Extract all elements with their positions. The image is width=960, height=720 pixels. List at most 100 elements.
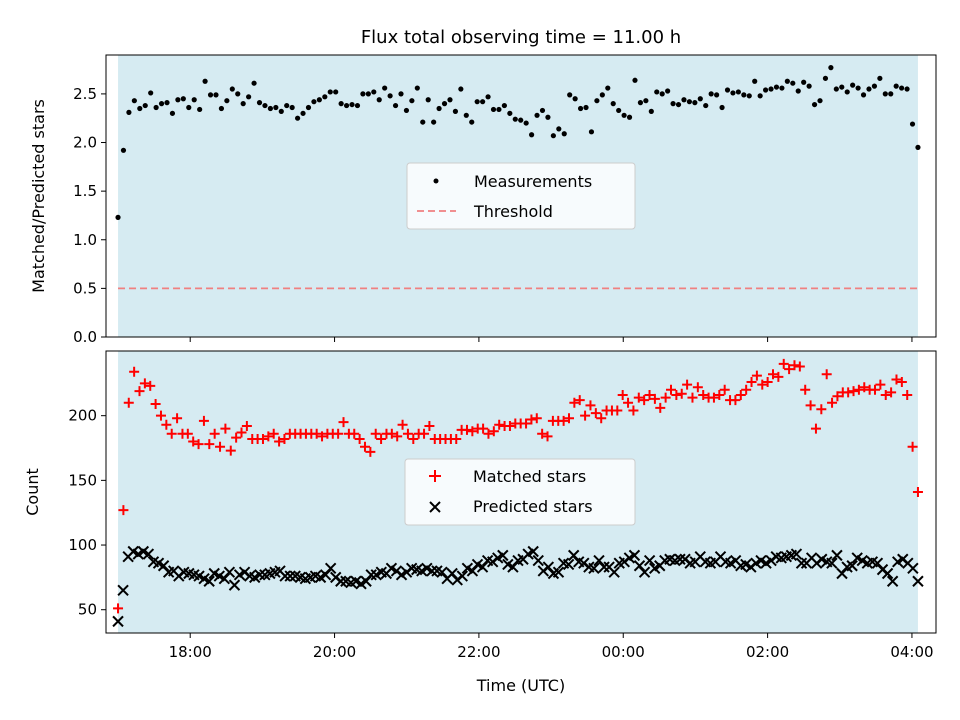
matched-star-point	[166, 428, 177, 439]
matched-star-point	[402, 428, 413, 439]
measurement-point	[675, 101, 682, 108]
predicted-star-point	[335, 575, 347, 587]
top-y-tick-label: 2.5	[73, 85, 97, 103]
top-y-tick-label: 2.0	[73, 134, 97, 152]
measurement-point	[665, 88, 671, 94]
measurement-point	[218, 105, 225, 112]
matched-star-point	[231, 432, 242, 443]
measurement-point	[550, 133, 556, 139]
predicted-star-point	[223, 566, 236, 578]
measurement-point	[724, 87, 731, 93]
top-x-axis	[189, 337, 913, 342]
measurement-point	[588, 129, 595, 135]
top-y-tick-label: 0.0	[73, 328, 97, 346]
measurement-point	[871, 83, 878, 89]
matched-star-point	[279, 433, 290, 444]
measurement-point	[697, 96, 703, 102]
matched-star-point	[397, 419, 408, 430]
predicted-star-point	[254, 569, 266, 581]
bottom-y-axis: 50 100 150 200	[68, 407, 106, 619]
measurement-point	[686, 99, 693, 105]
measurement-point	[545, 114, 551, 120]
matched-star-point	[580, 410, 591, 421]
matched-star-point	[719, 384, 730, 395]
matched-star-point	[794, 361, 805, 372]
measurement-point	[207, 92, 214, 98]
measurement-point	[469, 119, 475, 125]
matched-star-point	[182, 428, 193, 439]
measurement-point	[490, 106, 497, 113]
legend-threshold-label: Threshold	[473, 202, 553, 221]
matched-star-point	[408, 433, 419, 444]
measurement-point	[681, 97, 687, 103]
measurement-point	[246, 94, 252, 100]
matched-star-point	[816, 404, 827, 415]
matched-star-point	[139, 378, 150, 389]
matched-star-point	[338, 417, 349, 428]
measurement-point	[262, 102, 268, 109]
matched-star-point	[359, 441, 370, 452]
measurement-point	[817, 98, 823, 104]
matched-star-point	[483, 428, 494, 439]
measurement-point	[300, 110, 306, 116]
predicted-star-point	[831, 549, 843, 562]
matched-star-point	[225, 445, 236, 456]
measurement-point	[561, 131, 567, 137]
predicted-star-point	[532, 554, 544, 567]
matched-star-point	[263, 431, 274, 442]
legend-matched-label: Matched stars	[473, 467, 586, 486]
predicted-star-point	[142, 548, 155, 560]
measurement-point	[480, 99, 486, 105]
measurement-point	[539, 107, 546, 114]
measurement-point	[659, 91, 665, 97]
matched-star-point	[875, 379, 886, 390]
matched-star-point	[768, 369, 779, 380]
predicted-star-point	[846, 560, 858, 572]
measurement-point	[784, 78, 790, 84]
predicted-star-point	[552, 566, 565, 578]
measurement-point	[828, 65, 834, 71]
measurement-point	[893, 83, 899, 89]
matched-star-point	[451, 433, 462, 444]
matched-star-point	[370, 428, 381, 439]
measurement-point	[719, 104, 725, 111]
matched-star-point	[526, 414, 537, 425]
x-tick-label: 00:00	[602, 643, 645, 661]
top-legend-box	[406, 162, 636, 230]
measurement-point	[904, 86, 910, 92]
predicted-star-point	[426, 565, 438, 577]
matched-star-point	[612, 405, 623, 416]
measurement-point	[354, 102, 361, 109]
measurement-point	[142, 102, 148, 109]
matched-star-point	[150, 399, 161, 410]
measurement-point	[703, 102, 709, 109]
matched-star-point	[912, 487, 923, 497]
measurement-point	[577, 105, 584, 112]
x-tick-label: 02:00	[746, 643, 789, 661]
top-y-tick-label: 0.5	[73, 279, 97, 297]
measurement-point	[343, 102, 350, 109]
x-tick-label: 22:00	[457, 643, 500, 661]
measurement-point	[349, 101, 355, 108]
measurement-point	[458, 86, 464, 92]
predicted-star-point	[456, 570, 469, 582]
bottom-x-axis: 18:00 20:00 22:00 00:00 02:00 04:00	[169, 633, 934, 661]
matched-star-point	[349, 428, 360, 439]
matched-star-point	[628, 405, 639, 416]
measurement-point	[556, 126, 562, 132]
measurement-point	[164, 100, 170, 106]
chart-title: Flux total observing time = 11.00 h	[361, 27, 681, 48]
measurement-point	[637, 100, 644, 106]
predicted-star-point	[912, 575, 924, 587]
predicted-star-point	[497, 549, 509, 562]
measurement-point	[844, 89, 850, 95]
measurement-point	[616, 107, 622, 114]
measurement-point	[284, 102, 290, 109]
matched-star-point	[145, 380, 156, 391]
measurement-point	[273, 104, 279, 111]
measurement-point	[762, 87, 769, 93]
matched-star-point	[118, 505, 129, 516]
measurement-point	[420, 119, 426, 125]
measurement-point	[148, 90, 154, 96]
